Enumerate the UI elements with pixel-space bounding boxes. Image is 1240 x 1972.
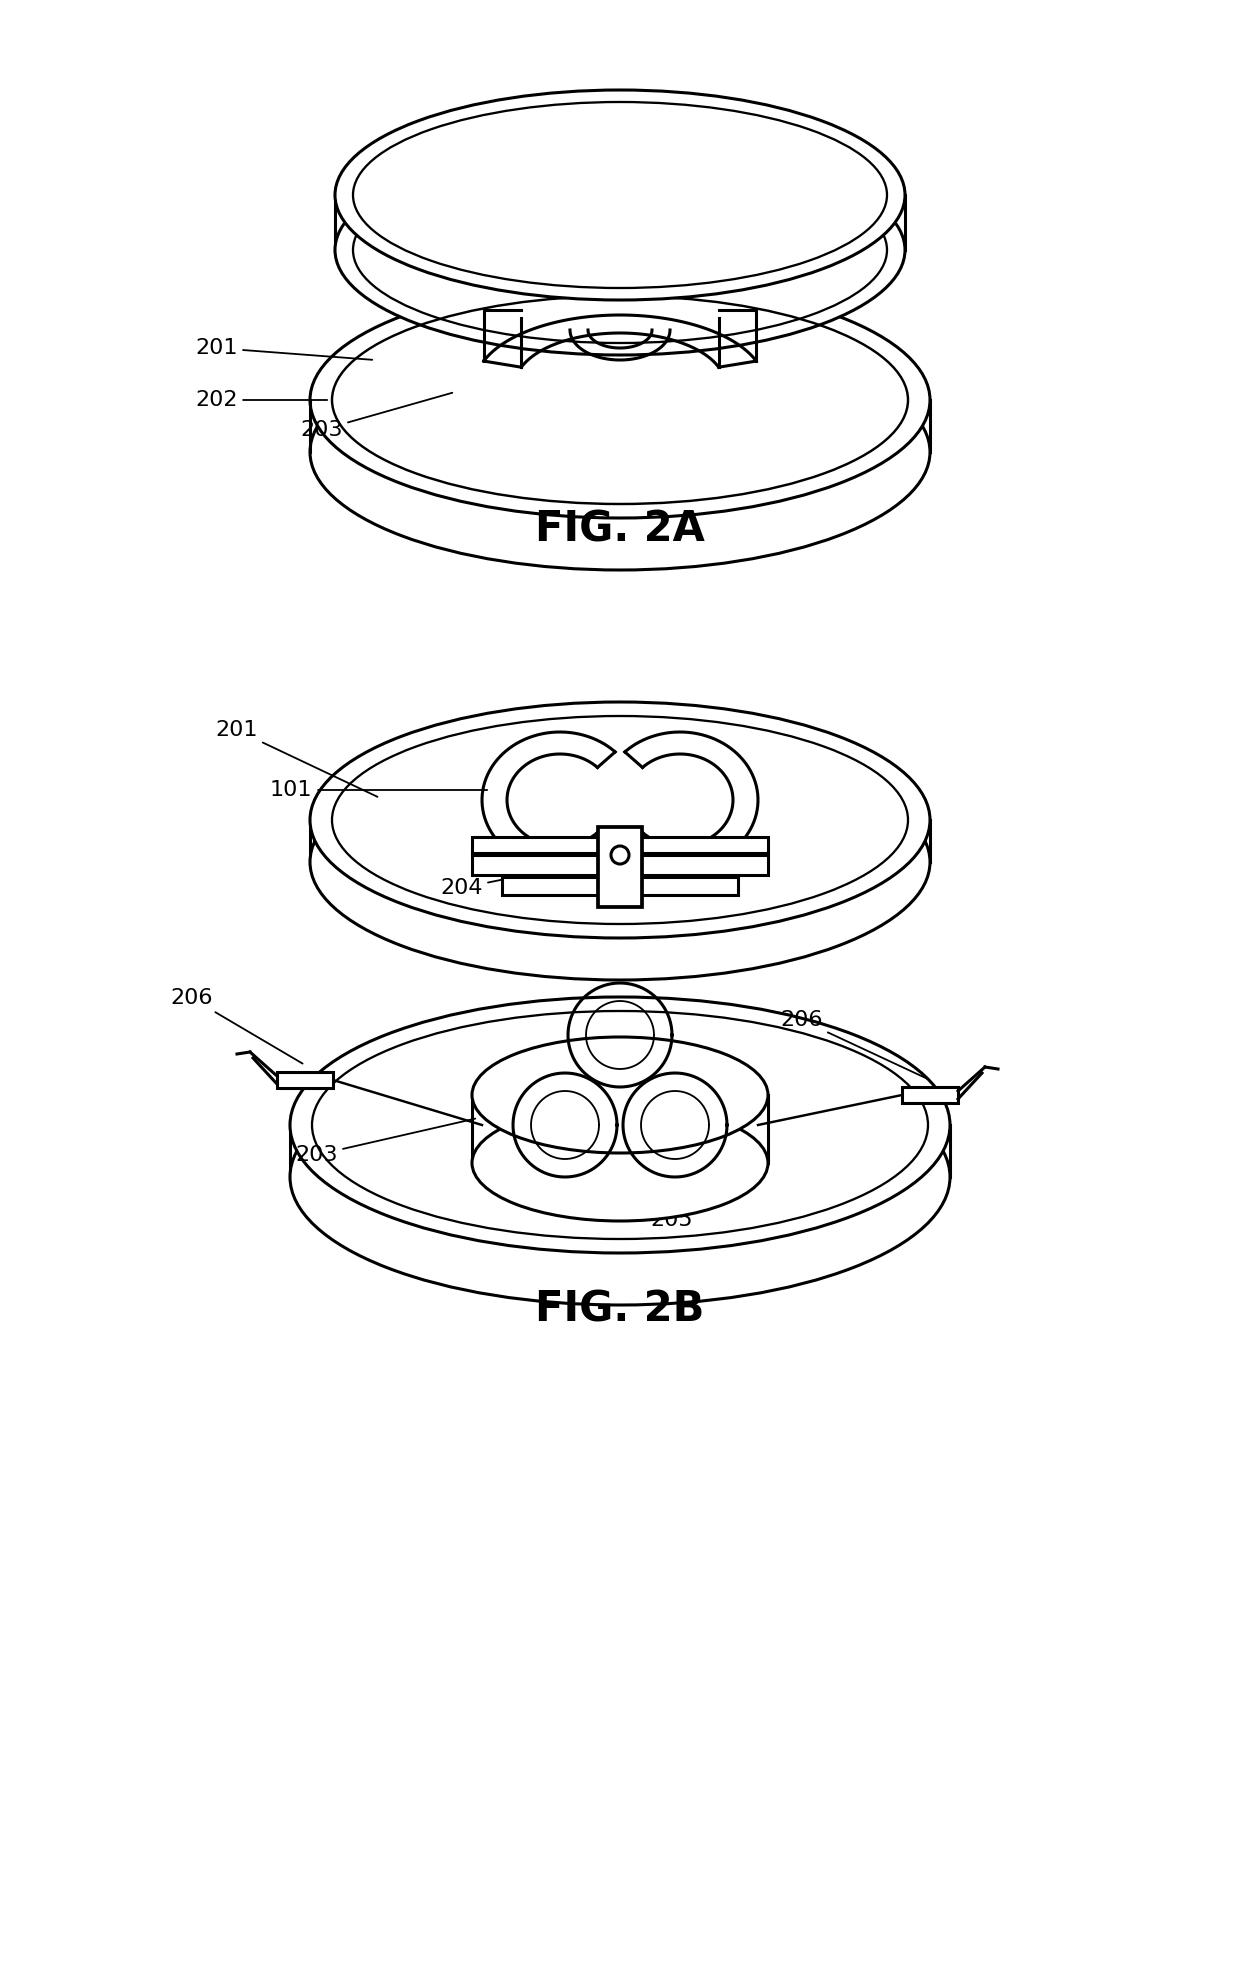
Ellipse shape <box>290 1049 950 1305</box>
Text: 203: 203 <box>300 392 453 440</box>
Ellipse shape <box>310 333 930 570</box>
Ellipse shape <box>310 702 930 939</box>
Text: 203: 203 <box>295 1118 475 1165</box>
FancyBboxPatch shape <box>472 856 768 876</box>
Ellipse shape <box>335 91 905 300</box>
Ellipse shape <box>472 1104 768 1221</box>
Text: 206: 206 <box>170 988 303 1063</box>
FancyBboxPatch shape <box>598 826 642 907</box>
Ellipse shape <box>335 146 905 355</box>
Text: FIG. 2B: FIG. 2B <box>536 1290 704 1331</box>
Text: 201: 201 <box>215 720 377 797</box>
FancyBboxPatch shape <box>472 836 768 854</box>
Ellipse shape <box>310 743 930 980</box>
Text: 201: 201 <box>195 337 372 359</box>
Text: FIG. 2A: FIG. 2A <box>536 509 704 550</box>
FancyBboxPatch shape <box>502 878 738 895</box>
Ellipse shape <box>472 1037 768 1154</box>
Text: 202: 202 <box>195 390 327 410</box>
Text: 205: 205 <box>641 1169 693 1231</box>
FancyBboxPatch shape <box>277 1073 334 1089</box>
FancyBboxPatch shape <box>901 1087 959 1102</box>
Ellipse shape <box>290 998 950 1252</box>
Text: 101: 101 <box>270 781 487 801</box>
Text: 204: 204 <box>440 858 605 897</box>
Ellipse shape <box>310 282 930 519</box>
Text: 206: 206 <box>780 1010 928 1079</box>
